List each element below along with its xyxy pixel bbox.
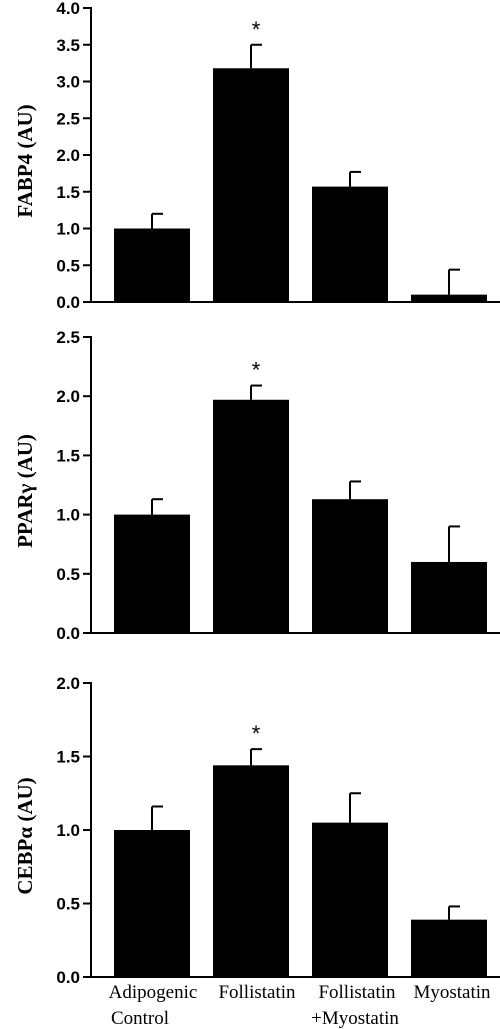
- bar-2: [213, 399, 289, 633]
- y-tick-label: 2.0: [56, 387, 80, 406]
- y-tick-label: 2.0: [56, 146, 80, 165]
- y-tick-label: 1.5: [56, 183, 80, 202]
- bar-3: [312, 822, 388, 977]
- y-tick-label: 0.0: [56, 968, 80, 987]
- bar-3: [312, 499, 388, 633]
- significance-marker: *: [252, 17, 261, 42]
- bar-1: [114, 830, 190, 977]
- y-tick-label: 1.5: [56, 748, 80, 767]
- bar-4: [411, 561, 487, 633]
- y-tick-label: 0.0: [56, 293, 80, 312]
- x-label-3-line1: Follistatin: [318, 982, 396, 1003]
- y-tick-label: 3.5: [56, 36, 80, 55]
- significance-marker: *: [252, 721, 261, 746]
- x-label-2-line1: Follistatin: [218, 982, 296, 1003]
- x-label-1-line2: Control: [111, 1008, 169, 1029]
- bar-1: [114, 228, 190, 302]
- bar-1: [114, 514, 190, 633]
- y-tick-label: 1.5: [56, 446, 80, 465]
- y-tick-label: 0.5: [56, 256, 80, 275]
- y-tick-label: 2.5: [56, 328, 80, 347]
- y-tick-label: 1.0: [56, 506, 80, 525]
- x-label-1-line1: Adipogenic: [109, 982, 198, 1003]
- x-label-4-line1: Myostatin: [413, 982, 491, 1003]
- y-tick-label: 0.0: [56, 624, 80, 643]
- y-tick-label: 1.0: [56, 220, 80, 239]
- bar-2: [213, 68, 289, 303]
- bar-4: [411, 294, 487, 302]
- x-axis-category-labels: Adipogenic Control Follistatin Follistat…: [109, 982, 491, 1029]
- bar-4: [411, 919, 487, 977]
- y-axis-label: CEBPα (AU): [13, 777, 37, 894]
- y-tick-label: 2.0: [56, 674, 80, 693]
- y-tick-label: 3.0: [56, 73, 80, 92]
- bar-3: [312, 186, 388, 302]
- y-tick-label: 4.0: [56, 0, 80, 18]
- y-tick-label: 2.5: [56, 109, 80, 128]
- y-axis-label: FABP4 (AU): [13, 104, 37, 217]
- chart-panel-2: 0.0 0.5 1.0 1.5 2.0 2.5 PPARγ (AU) *: [13, 328, 500, 643]
- y-axis-label: PPARγ (AU): [13, 434, 37, 548]
- chart-panel-1: 0.0 0.5 1.0 1.5 2.0 2.5 3.0 3.5 4.0 FABP4 (AU) *: [13, 0, 500, 312]
- significance-marker: *: [252, 358, 261, 383]
- chart-panel-3: 0.0 0.5 1.0 1.5 2.0 CEBPα (AU) *: [13, 674, 500, 987]
- y-tick-label: 1.0: [56, 821, 80, 840]
- bar-2: [213, 765, 289, 977]
- y-tick-label: 0.5: [56, 895, 80, 914]
- y-tick-label: 0.5: [56, 565, 80, 584]
- x-label-3-line2: +Myostatin: [311, 1008, 399, 1029]
